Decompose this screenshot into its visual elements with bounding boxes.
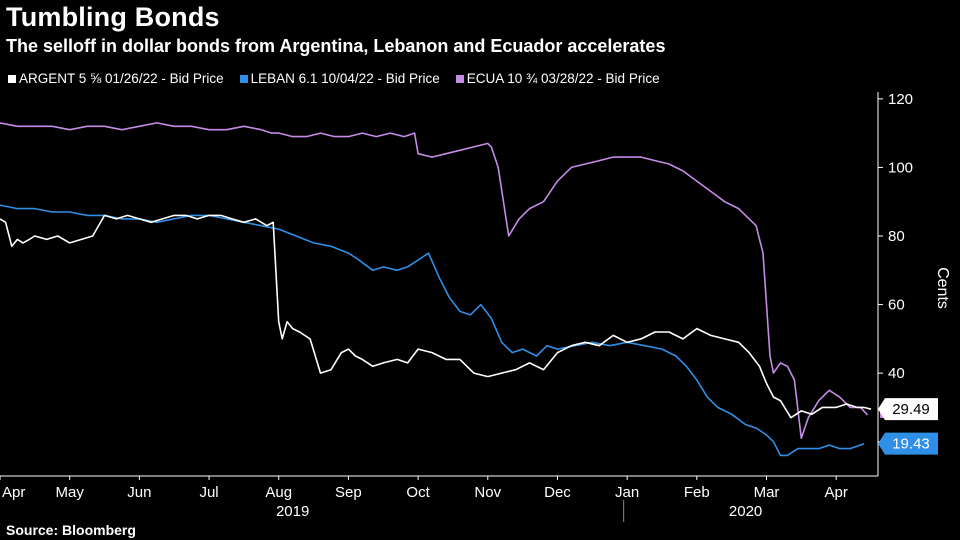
x-tick-label: Apr (825, 484, 848, 501)
year-label: 2020 (729, 503, 762, 520)
y-axis-label: Cents (934, 267, 951, 309)
argentina-end-tag (878, 398, 938, 421)
ecuador-line (0, 122, 869, 440)
year-label: 2019 (276, 503, 309, 520)
lebanon-end-value: 19.43 (892, 436, 930, 453)
chart-title: Tumbling Bonds (6, 2, 220, 32)
lebanon-line (0, 204, 865, 457)
legend-swatch-lebanon (239, 74, 248, 83)
chart-subtitle: The selloff in dollar bonds from Argenti… (6, 36, 666, 56)
y-tick-label: 80 (888, 228, 905, 245)
x-tick-label: Apr (2, 484, 25, 501)
legend-swatch-ecuador (455, 74, 464, 83)
x-tick-label: Jan (615, 484, 639, 501)
y-tick-label: 60 (888, 297, 905, 314)
y-tick-label: 40 (888, 365, 905, 382)
argentina-end-value: 29.49 (892, 401, 930, 418)
y-tick-label: 120 (888, 91, 913, 108)
legend-label-lebanon: LEBAN 6.1 10/04/22 - Bid Price (250, 71, 440, 86)
legend-label-ecuador: ECUA 10 ¾ 03/28/22 - Bid Price (466, 71, 660, 86)
legend: ARGENT 5 ⅝ 01/26/22 - Bid Price LEBAN 6.… (8, 71, 660, 86)
x-tick-label: Mar (754, 484, 780, 501)
legend-swatch-argentina (8, 74, 16, 83)
x-tick-label: Feb (684, 484, 710, 501)
argentina-line (0, 214, 872, 419)
y-tick-label: 100 (888, 159, 913, 176)
x-tick-label: May (56, 484, 85, 501)
x-tick-label: Oct (406, 484, 430, 501)
x-tick-label: Jul (199, 484, 218, 501)
legend-item-ecuador: ECUA 10 ¾ 03/28/22 - Bid Price (455, 71, 660, 86)
x-tick-label: Nov (474, 484, 501, 501)
legend-item-argentina: ARGENT 5 ⅝ 01/26/22 - Bid Price (8, 71, 224, 86)
legend-item-lebanon: LEBAN 6.1 10/04/22 - Bid Price (239, 71, 440, 86)
lebanon-end-tag (878, 432, 938, 455)
x-tick-label: Aug (265, 484, 292, 501)
x-tick-label: Dec (544, 484, 571, 501)
x-tick-label: Jun (127, 484, 151, 501)
x-tick-label: Sep (335, 484, 362, 501)
legend-label-argentina: ARGENT 5 ⅝ 01/26/22 - Bid Price (19, 71, 224, 86)
source-note: Source: Bloomberg (6, 522, 136, 538)
